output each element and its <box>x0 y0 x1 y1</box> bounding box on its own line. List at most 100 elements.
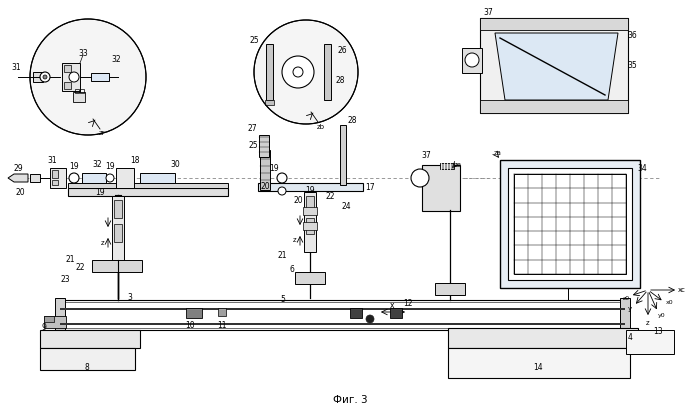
Bar <box>304 192 316 252</box>
Bar <box>218 308 226 316</box>
Text: 13: 13 <box>653 328 663 337</box>
Text: 36: 36 <box>627 30 637 39</box>
Text: 32: 32 <box>111 55 121 64</box>
Bar <box>260 150 270 190</box>
Bar <box>626 330 674 354</box>
Text: 17: 17 <box>365 182 375 192</box>
Bar <box>508 168 632 280</box>
Bar <box>500 160 640 288</box>
Circle shape <box>40 72 50 82</box>
Text: 33: 33 <box>78 48 88 58</box>
Bar <box>64 65 71 72</box>
Text: Фиг. 3: Фиг. 3 <box>333 395 367 405</box>
Bar <box>33 72 43 82</box>
Text: 5: 5 <box>280 296 285 305</box>
Text: 19: 19 <box>105 162 115 171</box>
Bar <box>480 100 628 113</box>
Text: 14: 14 <box>533 363 543 372</box>
Bar <box>306 196 314 212</box>
Bar <box>303 222 317 230</box>
Text: z: z <box>646 320 650 326</box>
Text: 11: 11 <box>217 321 226 330</box>
Bar <box>60 300 625 330</box>
Text: 21: 21 <box>65 256 75 265</box>
Text: ze: ze <box>454 162 462 168</box>
Polygon shape <box>8 174 28 182</box>
Text: 3: 3 <box>127 293 132 302</box>
Text: 23: 23 <box>60 275 70 284</box>
Bar <box>40 330 140 348</box>
Text: 26: 26 <box>337 46 347 55</box>
Text: y0: y0 <box>658 314 666 319</box>
Text: 37: 37 <box>421 150 431 159</box>
Text: x: x <box>390 300 394 309</box>
Text: 4: 4 <box>628 332 633 342</box>
Text: y: y <box>628 306 632 312</box>
Bar <box>52 180 58 185</box>
Text: 24: 24 <box>341 201 351 210</box>
Bar <box>480 18 628 30</box>
Bar <box>91 73 109 81</box>
Bar <box>92 260 142 272</box>
Circle shape <box>465 53 479 67</box>
Text: z: z <box>101 240 105 246</box>
Bar <box>55 298 65 333</box>
Bar <box>112 196 124 261</box>
Bar <box>620 298 630 333</box>
Circle shape <box>282 56 314 88</box>
Text: 20: 20 <box>293 196 303 205</box>
Text: x0: x0 <box>666 300 674 305</box>
Text: 35: 35 <box>627 60 637 69</box>
Bar <box>50 168 66 188</box>
Circle shape <box>254 20 358 124</box>
Text: zb: zb <box>317 124 325 130</box>
Text: 25: 25 <box>248 141 258 150</box>
Text: 31: 31 <box>11 62 21 72</box>
Text: 25: 25 <box>249 35 259 44</box>
Text: za: za <box>494 150 502 156</box>
Text: 8: 8 <box>85 363 89 372</box>
Circle shape <box>411 169 429 187</box>
Bar <box>448 328 638 348</box>
Bar <box>52 170 58 178</box>
Bar <box>422 165 460 211</box>
Bar <box>82 173 106 183</box>
Bar <box>140 173 175 183</box>
Polygon shape <box>495 33 618 100</box>
Bar <box>448 348 630 378</box>
Text: 30: 30 <box>170 159 180 169</box>
Bar <box>30 174 40 182</box>
Bar <box>303 207 317 215</box>
Text: 21: 21 <box>278 252 287 261</box>
Text: 6: 6 <box>289 266 294 275</box>
Text: zr: zr <box>99 130 106 136</box>
Bar <box>68 188 228 196</box>
Bar <box>514 174 626 274</box>
Bar <box>259 135 269 157</box>
Text: 28: 28 <box>336 76 345 85</box>
Bar <box>266 44 273 100</box>
Bar <box>324 44 331 100</box>
Text: 32: 32 <box>92 159 102 169</box>
Circle shape <box>43 75 47 79</box>
Bar <box>265 100 274 105</box>
Bar <box>75 89 79 93</box>
Bar <box>462 48 482 73</box>
Text: 27: 27 <box>247 123 257 132</box>
Circle shape <box>366 315 374 323</box>
Text: 22: 22 <box>325 192 335 201</box>
Bar <box>390 308 402 318</box>
Text: 18: 18 <box>130 155 140 164</box>
Bar <box>480 18 628 113</box>
Bar <box>62 63 80 91</box>
Text: 9: 9 <box>42 323 47 332</box>
Bar <box>73 92 85 102</box>
Bar <box>340 125 346 185</box>
Text: 20: 20 <box>260 182 270 191</box>
Text: 10: 10 <box>185 321 195 330</box>
Bar <box>440 163 454 169</box>
Text: z0: z0 <box>622 296 630 300</box>
Bar <box>116 168 134 188</box>
Bar <box>258 183 363 191</box>
Bar <box>114 200 122 218</box>
